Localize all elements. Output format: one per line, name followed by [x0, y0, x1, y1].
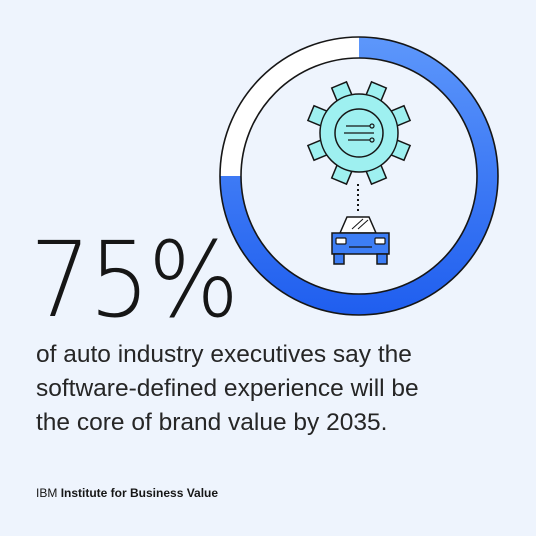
percent-label: 75% [30, 219, 239, 341]
car-icon [331, 216, 390, 265]
brand-name: Institute for Business Value [60, 486, 219, 500]
donut-segment-2 [220, 37, 359, 176]
donut-inner-outline [240, 57, 478, 295]
caption-line-2: software-defined experience will be [36, 375, 419, 402]
caption: of auto industry executives say the soft… [36, 338, 506, 440]
gear-icon [306, 80, 412, 186]
brand-prefix: IBM [36, 486, 58, 500]
donut-outer-outline [219, 36, 499, 316]
donut-segments [219, 36, 499, 316]
caption-line-3: the core of brand value by 2035. [36, 409, 388, 436]
caption-line-1: of auto industry executives say the [36, 341, 412, 368]
brand-footer: IBM Institute for Business Value [36, 486, 218, 500]
